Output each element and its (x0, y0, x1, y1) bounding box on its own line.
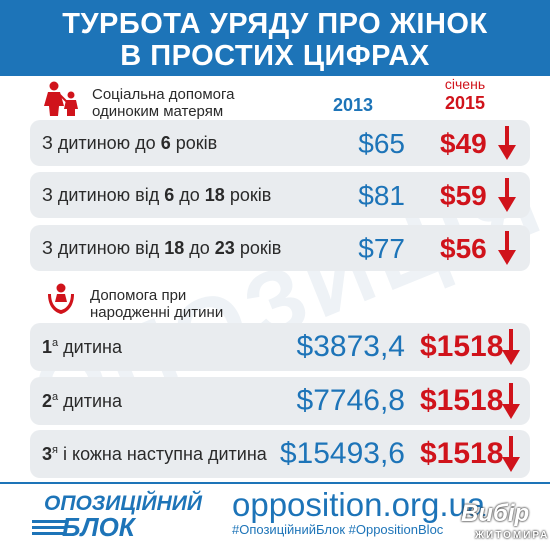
stamp-line2: ЖИТОМИРА (475, 530, 550, 541)
value-2013: $7746,8 (296, 384, 405, 417)
section1-heading-line2: одиноким матерям (92, 103, 224, 120)
logo-line1: ОПОЗИЦІЙНИЙ (44, 492, 202, 515)
source-stamp: Вибір ЖИТОМИРА (455, 500, 547, 546)
table-row: 2а дитина $7746,8 $1518 (30, 377, 530, 425)
logo-stripe (32, 526, 66, 529)
col-header-2015: 2015 (444, 93, 486, 113)
section2-heading-line2: народженні дитини (90, 304, 224, 321)
section1-heading: Соціальна допомога одиноким матерям (92, 86, 235, 120)
value-2015: $49 (440, 128, 487, 159)
hands-child-icon (48, 283, 74, 314)
row-label: З дитиною до 6 років (42, 133, 218, 153)
value-2013: $3873,4 (296, 330, 405, 363)
down-arrow-icon (502, 436, 520, 472)
down-arrow-icon (498, 126, 516, 160)
table-row: 3я і кожна наступна дитина $15493,6 $151… (30, 430, 530, 478)
value-2015: $56 (440, 233, 487, 264)
col-header-2015-month: січень (444, 76, 486, 92)
footer-divider (0, 482, 550, 484)
table-row: З дитиною від 6 до 18 років $81 $59 (30, 172, 530, 218)
website-link[interactable]: opposition.org.ua (232, 486, 486, 523)
value-2013: $65 (358, 128, 405, 159)
stamp-line1: Вибір (461, 500, 530, 527)
header-banner: ТУРБОТА УРЯДУ ПРО ЖІНОК В ПРОСТИХ ЦИФРАХ (0, 0, 550, 76)
row-label: З дитиною від 18 до 23 років (42, 238, 282, 258)
value-2013: $77 (358, 233, 405, 264)
table-row: 1а дитина $3873,4 $1518 (30, 323, 530, 371)
party-logo: ОПОЗИЦІЙНИЙ БЛОК (32, 492, 204, 542)
value-2015: $59 (440, 180, 487, 211)
value-2015: $1518 (420, 437, 504, 470)
hashtags: #ОпозиційнийБлок #OppositionBloc (232, 522, 444, 537)
mother-child-icon (44, 81, 78, 116)
value-2013: $15493,6 (279, 437, 405, 470)
table-row: З дитиною від 18 до 23 років $77 $56 (30, 225, 530, 271)
value-2015: $1518 (420, 330, 504, 363)
row-label: З дитиною від 6 до 18 років (42, 185, 272, 205)
down-arrow-icon (502, 383, 520, 419)
value-2015: $1518 (420, 384, 504, 417)
down-arrow-icon (498, 178, 516, 212)
value-2013: $81 (358, 180, 405, 211)
down-arrow-icon (498, 231, 516, 265)
table-row: З дитиною до 6 років $65 $49 (30, 120, 530, 166)
row-label: 1а дитина (42, 337, 122, 357)
logo-stripe (32, 532, 66, 535)
section2-heading: Допомога при народженні дитини (90, 287, 223, 321)
down-arrow-icon (502, 329, 520, 365)
col-header-2013: 2013 (332, 95, 374, 115)
row-label: 3я і кожна наступна дитина (42, 444, 267, 464)
section1-heading-line1: Соціальна допомога (92, 86, 235, 103)
section2-heading-line1: Допомога при (90, 287, 187, 304)
page-title-line2: В ПРОСТИХ ЦИФРАХ (120, 40, 430, 72)
row-label: 2а дитина (42, 391, 122, 411)
logo-line2: БЛОК (62, 512, 135, 542)
logo-stripe (32, 520, 66, 523)
page-title-line1: ТУРБОТА УРЯДУ ПРО ЖІНОК (62, 8, 488, 40)
